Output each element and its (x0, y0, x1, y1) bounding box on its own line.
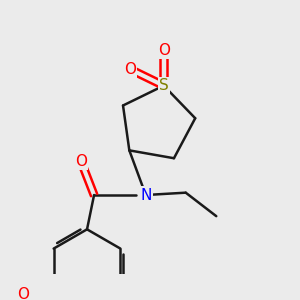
Text: O: O (124, 62, 136, 77)
Text: S: S (159, 78, 169, 93)
Text: N: N (140, 188, 152, 202)
Text: O: O (17, 287, 29, 300)
Text: O: O (158, 43, 170, 58)
Text: O: O (75, 154, 87, 169)
